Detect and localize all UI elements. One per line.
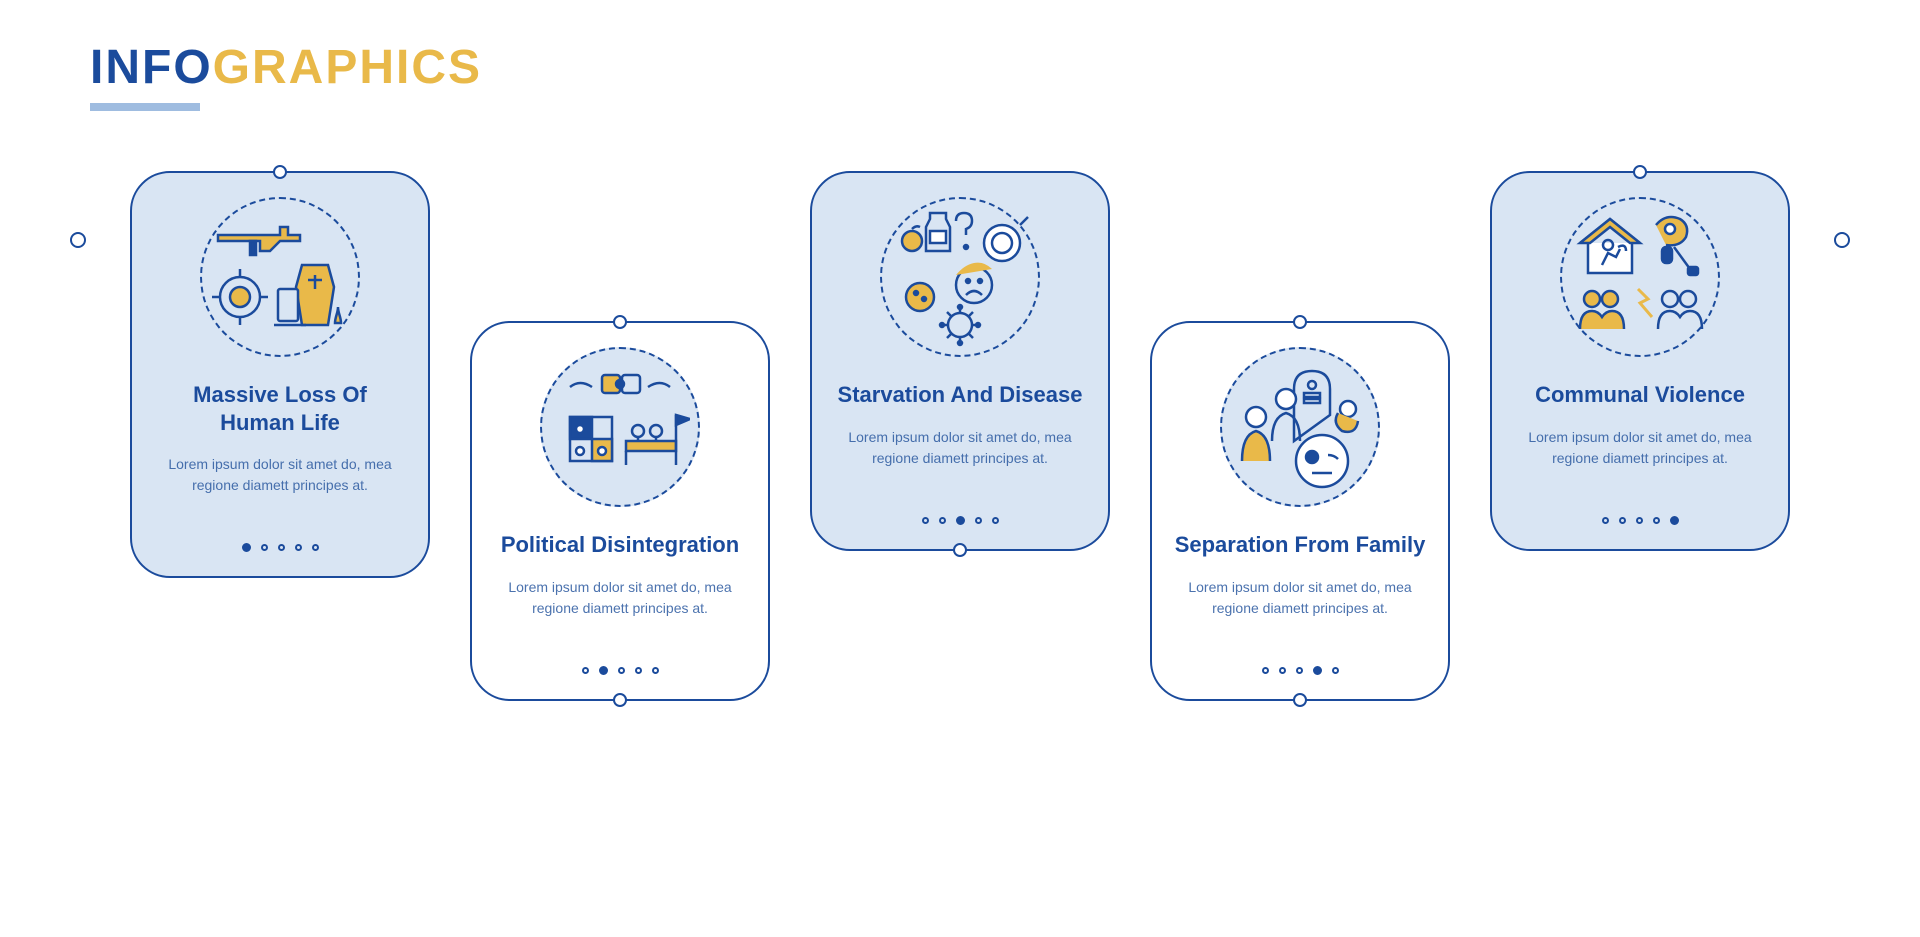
card-body: Lorem ipsum dolor sit amet do, mea regio…	[1514, 427, 1766, 469]
pager-dot[interactable]	[618, 667, 625, 674]
pager-dot[interactable]	[295, 544, 302, 551]
card-wrap: Communal Violence Lorem ipsum dolor sit a…	[1490, 171, 1790, 871]
pager-dot[interactable]	[312, 544, 319, 551]
card-wrap: Political Disintegration Lorem ipsum dolo…	[470, 321, 770, 871]
pager-dot[interactable]	[582, 667, 589, 674]
card-title: Communal Violence	[1514, 381, 1766, 409]
connector-endpoint-right	[1834, 232, 1850, 248]
pager-dot[interactable]	[975, 517, 982, 524]
card-dots	[132, 543, 428, 552]
card-body: Lorem ipsum dolor sit amet do, mea regio…	[154, 454, 406, 496]
pager-dot[interactable]	[1332, 667, 1339, 674]
communal-violence-icon	[1560, 197, 1720, 357]
card-title: Starvation And Disease	[834, 381, 1086, 409]
info-card: Political Disintegration Lorem ipsum dolo…	[470, 321, 770, 701]
card-dots	[1152, 666, 1448, 675]
card-connector	[1633, 165, 1647, 179]
pager-dot[interactable]	[939, 517, 946, 524]
pager-dot[interactable]	[261, 544, 268, 551]
pager-dot[interactable]	[1296, 667, 1303, 674]
info-card: Massive Loss Of Human Life Lorem ipsum do…	[130, 171, 430, 578]
pager-dot[interactable]	[652, 667, 659, 674]
weapons-loss-icon	[200, 197, 360, 357]
pager-dot[interactable]	[922, 517, 929, 524]
card-wrap: Separation From Family Lorem ipsum dolor …	[1150, 321, 1450, 871]
card-connector	[1293, 693, 1307, 707]
pager-dot[interactable]	[242, 543, 251, 552]
card-connector	[613, 315, 627, 329]
puzzle-politics-icon	[540, 347, 700, 507]
pager-dot[interactable]	[1313, 666, 1322, 675]
card-dots	[472, 666, 768, 675]
card-body: Lorem ipsum dolor sit amet do, mea regio…	[494, 577, 746, 619]
card-wrap: Massive Loss Of Human Life Lorem ipsum do…	[130, 171, 430, 871]
info-card: Separation From Family Lorem ipsum dolor …	[1150, 321, 1450, 701]
title-word-graphics: GRAPHICS	[213, 41, 482, 94]
pager-dot[interactable]	[278, 544, 285, 551]
pager-dot[interactable]	[599, 666, 608, 675]
header-title: INFOGRAPHICS	[90, 40, 1830, 95]
card-connector	[953, 543, 967, 557]
card-connector	[1293, 315, 1307, 329]
header-underline	[90, 103, 200, 111]
pager-dot[interactable]	[1619, 517, 1626, 524]
card-dots	[812, 516, 1108, 525]
pager-dot[interactable]	[992, 517, 999, 524]
pager-dot[interactable]	[1653, 517, 1660, 524]
card-title: Massive Loss Of Human Life	[154, 381, 406, 436]
info-card: Communal Violence Lorem ipsum dolor sit a…	[1490, 171, 1790, 551]
pager-dot[interactable]	[635, 667, 642, 674]
family-separation-icon	[1220, 347, 1380, 507]
card-dots	[1492, 516, 1788, 525]
connector-endpoint-left	[70, 232, 86, 248]
title-word-info: INFO	[90, 41, 213, 94]
pager-dot[interactable]	[1670, 516, 1679, 525]
pager-dot[interactable]	[956, 516, 965, 525]
card-body: Lorem ipsum dolor sit amet do, mea regio…	[834, 427, 1086, 469]
info-card: Starvation And Disease Lorem ipsum dolor …	[810, 171, 1110, 551]
pager-dot[interactable]	[1262, 667, 1269, 674]
card-title: Political Disintegration	[494, 531, 746, 559]
pager-dot[interactable]	[1602, 517, 1609, 524]
card-wrap: Starvation And Disease Lorem ipsum dolor …	[810, 171, 1110, 871]
header: INFOGRAPHICS	[90, 40, 1830, 111]
card-title: Separation From Family	[1174, 531, 1426, 559]
card-connector	[273, 165, 287, 179]
food-disease-icon	[880, 197, 1040, 357]
pager-dot[interactable]	[1636, 517, 1643, 524]
pager-dot[interactable]	[1279, 667, 1286, 674]
card-connector	[613, 693, 627, 707]
cards-row: Massive Loss Of Human Life Lorem ipsum do…	[90, 171, 1830, 871]
card-body: Lorem ipsum dolor sit amet do, mea regio…	[1174, 577, 1426, 619]
